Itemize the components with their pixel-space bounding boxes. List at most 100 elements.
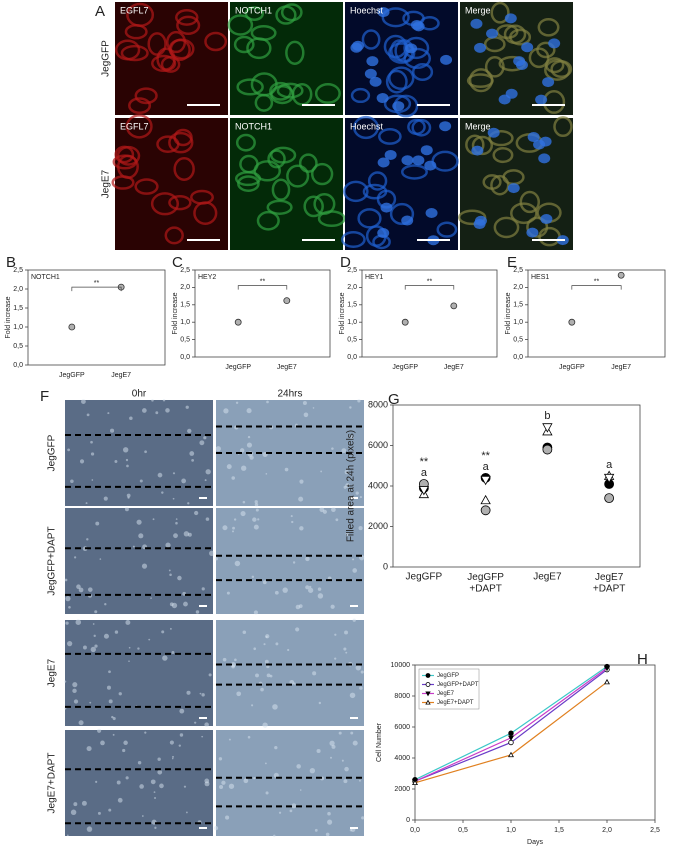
panel-letter: E bbox=[507, 254, 517, 271]
y-tick-label: 2,0 bbox=[513, 284, 523, 291]
texture bbox=[90, 440, 93, 444]
plot-frame bbox=[361, 269, 498, 358]
texture bbox=[97, 728, 102, 733]
texture bbox=[262, 722, 268, 728]
texture bbox=[331, 447, 334, 450]
y-tick-label: 1,0 bbox=[347, 319, 357, 326]
texture bbox=[343, 779, 348, 784]
cell bbox=[314, 83, 341, 104]
nucleus bbox=[424, 160, 437, 171]
texture bbox=[123, 740, 128, 746]
cell bbox=[484, 55, 505, 78]
texture bbox=[317, 593, 324, 599]
texture bbox=[269, 674, 273, 678]
texture bbox=[171, 602, 178, 609]
cell bbox=[168, 38, 195, 60]
texture bbox=[299, 526, 304, 531]
nucleus bbox=[350, 42, 363, 53]
texture bbox=[275, 642, 279, 646]
texture bbox=[152, 518, 155, 521]
cell bbox=[175, 9, 199, 26]
texture bbox=[154, 826, 157, 829]
texture bbox=[141, 563, 148, 569]
texture bbox=[302, 400, 307, 405]
cell bbox=[493, 216, 520, 239]
nucleus bbox=[420, 145, 433, 156]
texture bbox=[155, 411, 159, 415]
cell bbox=[385, 69, 408, 94]
y-tick-label: 0,0 bbox=[513, 354, 523, 361]
texture bbox=[289, 809, 293, 813]
texture bbox=[83, 645, 87, 650]
x-tick-label: JegE7 bbox=[533, 572, 562, 583]
marker bbox=[568, 318, 576, 326]
texture bbox=[225, 815, 230, 820]
texture bbox=[157, 757, 161, 761]
texture bbox=[151, 399, 154, 402]
texture bbox=[107, 412, 110, 415]
x-tick-label: JegGFP +DAPT bbox=[467, 572, 504, 595]
texture bbox=[305, 556, 310, 562]
texture bbox=[86, 538, 89, 541]
group-label: a bbox=[483, 461, 490, 473]
texture bbox=[91, 479, 94, 481]
texture bbox=[334, 633, 337, 636]
cell bbox=[536, 41, 556, 59]
texture bbox=[299, 789, 302, 791]
texture bbox=[361, 816, 365, 820]
texture bbox=[67, 448, 71, 452]
texture bbox=[178, 744, 181, 747]
texture bbox=[264, 762, 267, 765]
texture bbox=[215, 446, 221, 452]
texture bbox=[295, 627, 300, 632]
micrograph bbox=[65, 730, 213, 836]
texture bbox=[282, 587, 288, 593]
texture bbox=[161, 491, 164, 494]
texture bbox=[168, 569, 171, 572]
marker bbox=[425, 673, 431, 678]
texture bbox=[335, 518, 339, 522]
significance-label: ** bbox=[420, 456, 429, 468]
cell bbox=[286, 164, 310, 188]
nucleus bbox=[527, 132, 540, 143]
cell bbox=[389, 202, 415, 226]
marker bbox=[542, 423, 553, 433]
cell bbox=[519, 190, 541, 214]
texture bbox=[236, 691, 242, 697]
texture bbox=[75, 619, 82, 625]
texture bbox=[194, 721, 197, 724]
texture bbox=[72, 688, 77, 694]
texture bbox=[177, 575, 182, 581]
texture bbox=[352, 568, 358, 573]
y-tick-label: 0,5 bbox=[513, 336, 523, 343]
marker bbox=[542, 444, 553, 455]
legend-label: JegE7 bbox=[437, 691, 455, 697]
nucleus bbox=[526, 227, 539, 238]
texture bbox=[209, 550, 215, 556]
channel-label: Merge bbox=[465, 121, 491, 131]
texture bbox=[186, 811, 188, 814]
cell bbox=[204, 31, 228, 52]
y-tick-label: 0,0 bbox=[13, 362, 23, 369]
cell bbox=[235, 133, 256, 152]
texture bbox=[205, 517, 210, 521]
texture bbox=[89, 701, 92, 704]
texture bbox=[179, 708, 185, 714]
cell bbox=[120, 44, 149, 62]
texture bbox=[108, 670, 111, 674]
texture bbox=[95, 780, 98, 783]
texture bbox=[141, 815, 144, 817]
significance-bracket bbox=[571, 285, 622, 290]
texture bbox=[137, 761, 142, 765]
marker bbox=[283, 297, 291, 305]
plot-frame bbox=[27, 269, 166, 366]
texture bbox=[112, 716, 116, 721]
texture bbox=[320, 470, 323, 473]
cell bbox=[411, 118, 432, 137]
texture bbox=[129, 416, 133, 421]
texture bbox=[222, 525, 228, 531]
texture bbox=[99, 558, 102, 560]
y-tick-label: 2,5 bbox=[180, 267, 190, 274]
y-tick-label: 1,5 bbox=[13, 305, 23, 312]
